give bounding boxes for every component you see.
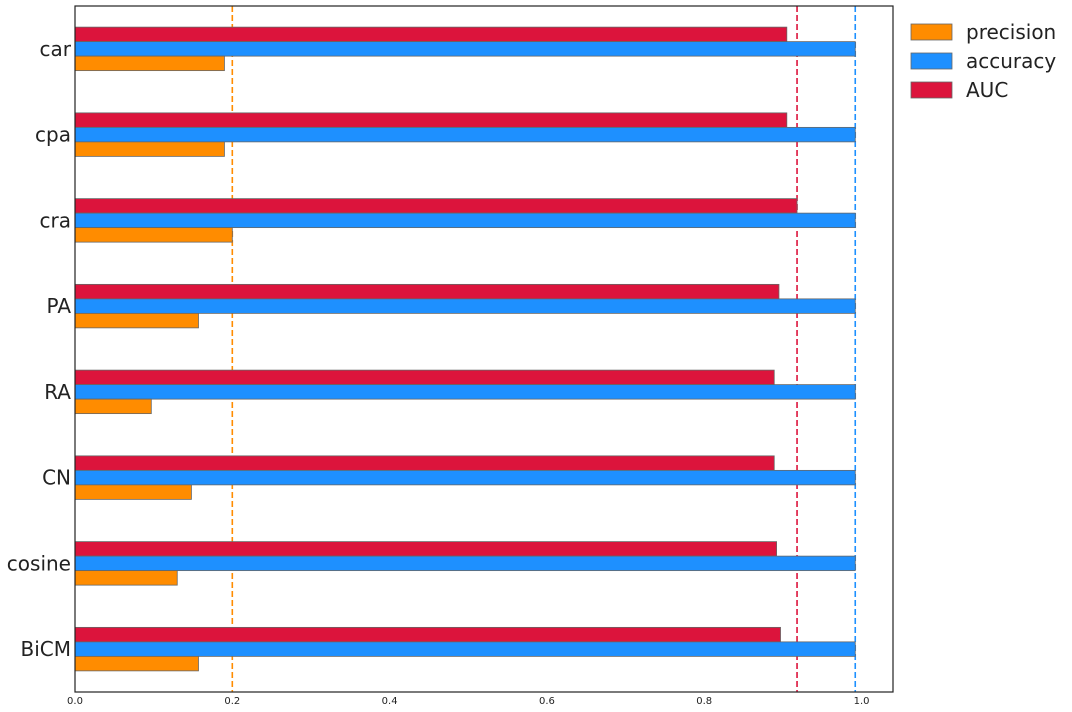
x-tick-label: 0.4 bbox=[382, 696, 398, 707]
bar-AUC-CN bbox=[74, 455, 775, 471]
bar-accuracy-car bbox=[74, 41, 856, 57]
category-label: CN bbox=[42, 466, 71, 490]
legend-swatch-accuracy bbox=[910, 52, 953, 70]
x-tick-label: 0.0 bbox=[67, 696, 83, 707]
bar-AUC-cpa bbox=[74, 112, 788, 128]
category-label: cosine bbox=[7, 551, 71, 575]
legend-swatch-AUC bbox=[910, 81, 953, 99]
legend-swatch-precision bbox=[910, 23, 953, 41]
bar-precision-PA bbox=[74, 312, 199, 329]
legend-label-accuracy: accuracy bbox=[966, 49, 1056, 73]
bar-precision-BiCM bbox=[74, 655, 199, 672]
x-axis-ticks: 0.0 0.2 0.4 0.6 0.8 1.0 bbox=[67, 696, 869, 707]
bar-accuracy-RA bbox=[74, 384, 856, 400]
bar-AUC-car bbox=[74, 26, 788, 43]
bar-accuracy-cosine bbox=[74, 555, 856, 572]
plot-frame bbox=[74, 5, 894, 693]
legend-label-precision: precision bbox=[966, 20, 1056, 44]
category-label: cpa bbox=[35, 123, 71, 147]
reference-lines bbox=[231, 6, 857, 692]
bar-accuracy-PA bbox=[74, 298, 856, 314]
bar-precision-CN bbox=[74, 484, 192, 500]
bar-precision-cra bbox=[74, 227, 233, 243]
bar-accuracy-cpa bbox=[74, 126, 856, 143]
category-label: RA bbox=[44, 380, 71, 404]
bar-precision-RA bbox=[74, 398, 152, 415]
bar-AUC-RA bbox=[74, 369, 775, 386]
bars bbox=[74, 26, 856, 672]
bar-precision-car bbox=[74, 55, 225, 72]
x-tick-label: 0.2 bbox=[224, 696, 240, 707]
bar-accuracy-BiCM bbox=[74, 641, 856, 657]
category-labels: car cpa cra PA RA CN cosine BiCM bbox=[7, 37, 72, 661]
bar-precision-cosine bbox=[74, 570, 178, 586]
bar-AUC-PA bbox=[74, 283, 780, 300]
x-tick-label: 1.0 bbox=[854, 696, 870, 707]
x-tick-label: 0.8 bbox=[696, 696, 712, 707]
x-tick-label: 0.6 bbox=[539, 696, 555, 707]
bar-accuracy-CN bbox=[74, 469, 856, 486]
category-label: PA bbox=[47, 294, 72, 318]
legend-label-AUC: AUC bbox=[966, 78, 1008, 102]
bar-AUC-BiCM bbox=[74, 626, 781, 643]
bar-AUC-cosine bbox=[74, 541, 777, 557]
bar-accuracy-cra bbox=[74, 212, 856, 229]
category-label: BiCM bbox=[21, 637, 72, 661]
legend: precision accuracy AUC bbox=[910, 20, 1056, 102]
bar-AUC-cra bbox=[74, 198, 798, 214]
bar-precision-cpa bbox=[74, 141, 225, 157]
category-label: cra bbox=[40, 208, 71, 232]
category-label: car bbox=[40, 37, 72, 61]
